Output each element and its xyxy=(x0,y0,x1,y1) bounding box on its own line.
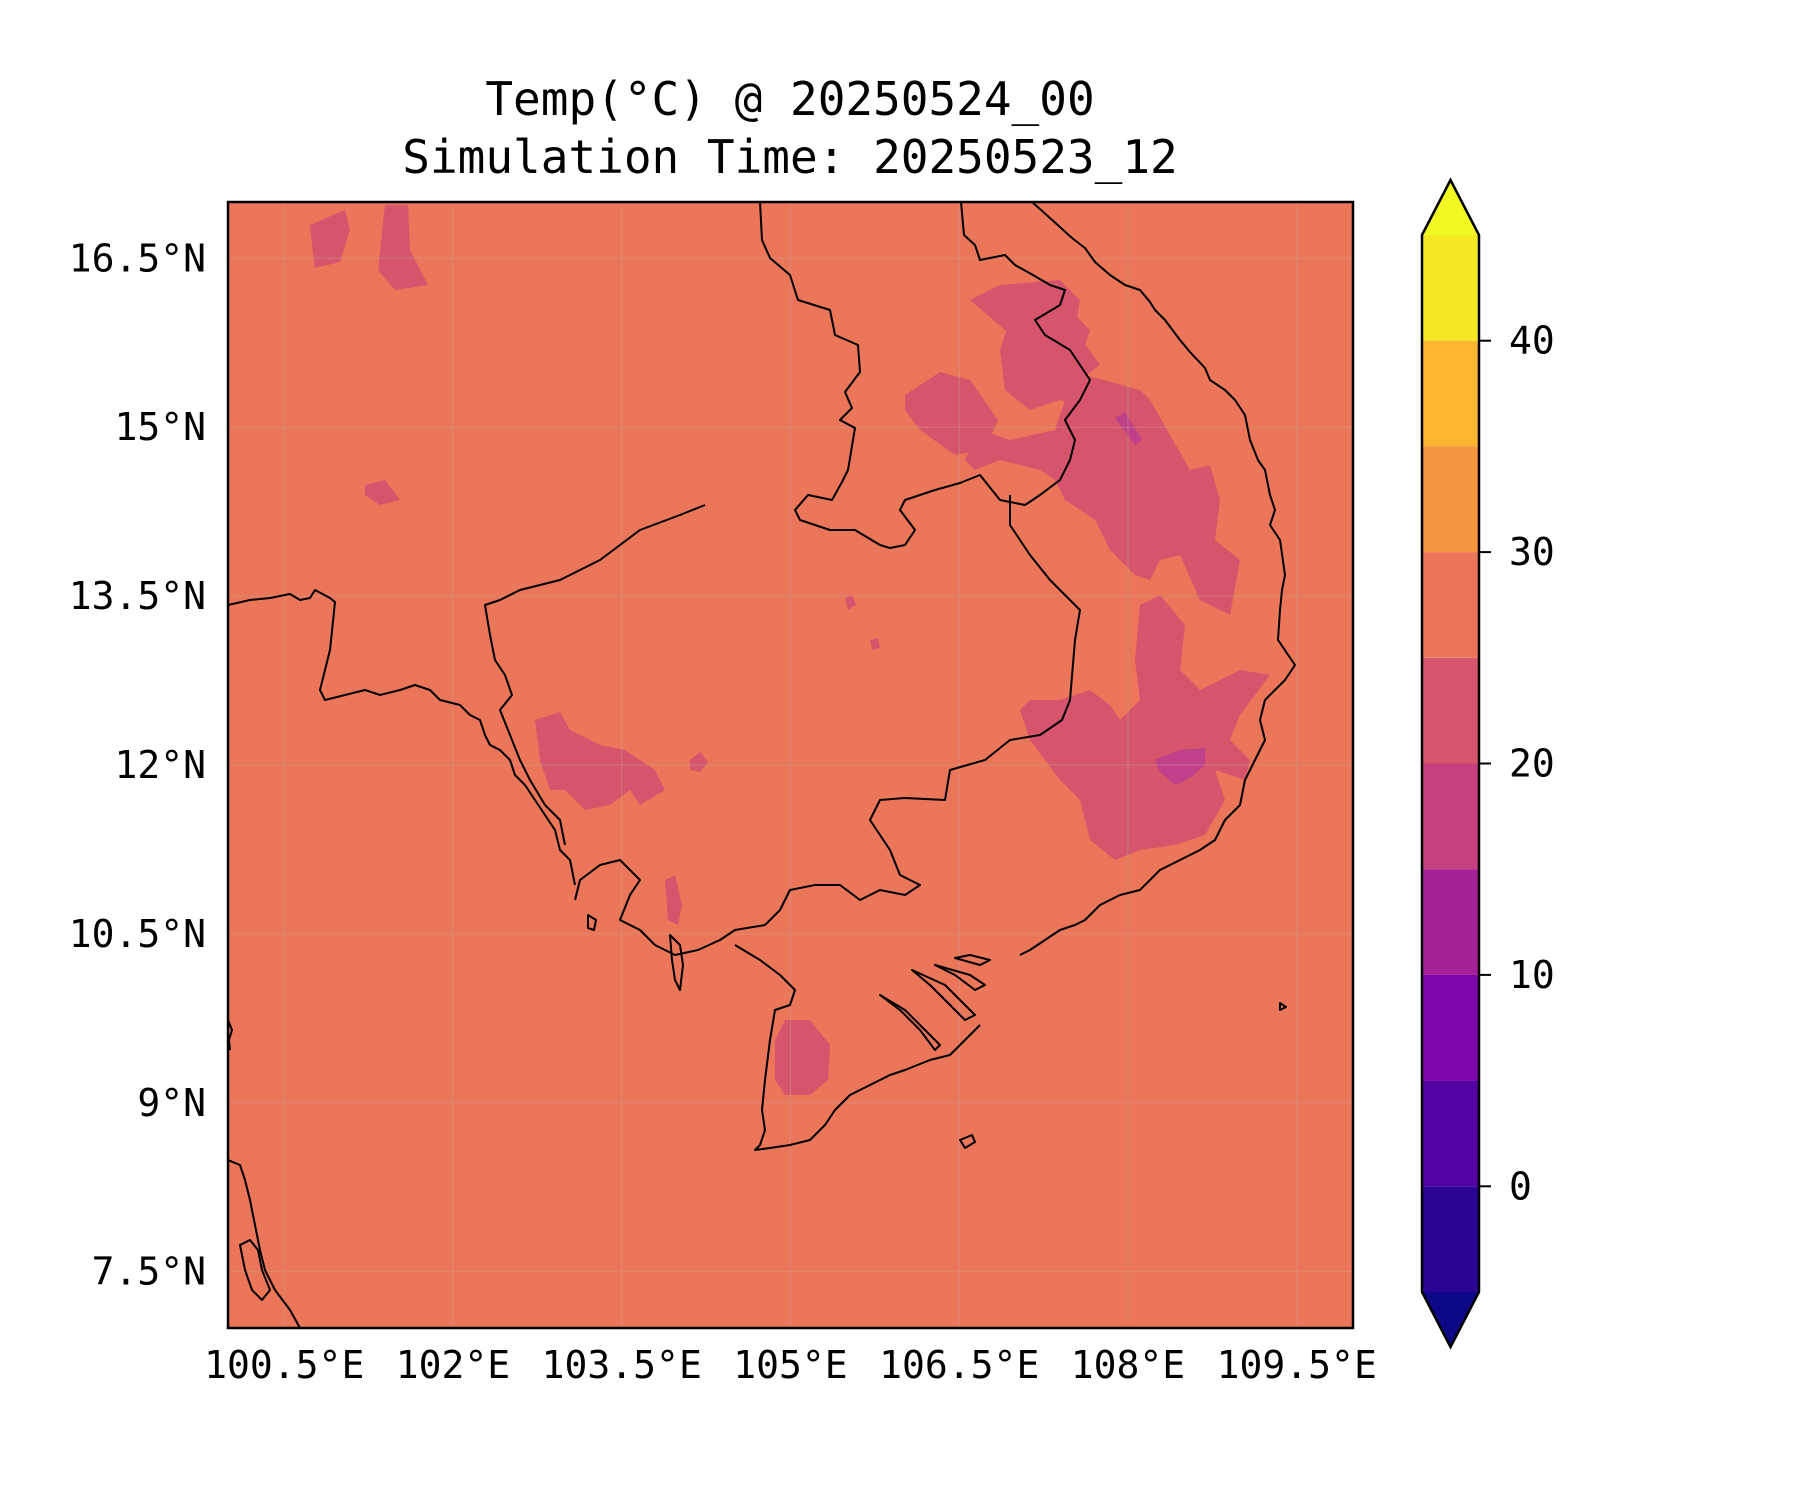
patch-ca-mau xyxy=(775,1020,830,1095)
cambodia-west-border xyxy=(484,504,706,846)
latitude-tick-label: 16.5°N xyxy=(69,236,206,280)
longitude-tick-label: 103.5°E xyxy=(542,1343,702,1387)
longitude-tick-label: 106.5°E xyxy=(879,1343,1039,1387)
colorbar-band xyxy=(1422,869,1479,975)
colorbar-extend-min xyxy=(1422,1292,1479,1347)
colorbar-tick-label: 40 xyxy=(1509,319,1555,363)
colorbar-tick-label: 0 xyxy=(1509,1164,1532,1208)
patch-cardamom xyxy=(535,712,665,810)
coastlines-and-borders xyxy=(228,202,1296,1328)
patch-central-highlands-south xyxy=(1020,595,1270,860)
colorbar-band xyxy=(1422,446,1479,553)
patch-cold-north xyxy=(1115,412,1142,445)
latitude-tick-label: 15°N xyxy=(114,405,206,449)
patch-laos-east-2 xyxy=(905,372,998,455)
patch-cardamom-small xyxy=(690,752,708,772)
latitude-tick-label: 9°N xyxy=(137,1081,206,1125)
colorbar-band xyxy=(1422,763,1479,870)
colorbar-band xyxy=(1422,1080,1479,1187)
longitude-axis: 100.5°E 102°E 103.5°E 105°E 106.5°E 108°E 109.… xyxy=(204,1343,1377,1387)
island-small-3 xyxy=(959,1134,976,1149)
patch-cold-south xyxy=(1155,748,1205,785)
latitude-tick-label: 7.5°N xyxy=(92,1250,206,1294)
longitude-tick-label: 108°E xyxy=(1071,1343,1185,1387)
island-koh-kong xyxy=(239,1239,271,1301)
colorbar-extend-max xyxy=(1422,180,1479,235)
map-title: Temp(°C) @ 20250524_00 xyxy=(485,72,1094,126)
map-gridlines xyxy=(228,202,1353,1328)
island-small-2 xyxy=(1279,1002,1287,1011)
temperature-colorbar: 0 10 20 30 40 xyxy=(1420,177,1555,1350)
mekong-mouth-4 xyxy=(954,954,991,966)
patch-west-small xyxy=(365,480,400,505)
island-small-1 xyxy=(587,914,597,931)
mekong-mouth-1 xyxy=(879,994,941,1051)
mekong-delta-coast xyxy=(734,944,981,1151)
colorbar-band xyxy=(1422,657,1479,764)
patch-laos-central xyxy=(1000,300,1090,410)
malay-peninsula-coast xyxy=(228,1159,301,1328)
colorbar-outline xyxy=(1420,177,1481,1350)
map-subtitle: Simulation Time: 20250523_12 xyxy=(402,130,1177,184)
map-panel xyxy=(228,202,1353,1328)
mekong-mouth-3 xyxy=(934,964,986,991)
longitude-tick-label: 109.5°E xyxy=(1217,1343,1377,1387)
patch-central-highlands-north xyxy=(965,375,1240,615)
patch-northwest-1 xyxy=(310,210,350,268)
cambodia-south-border xyxy=(574,495,1081,956)
map-frame xyxy=(226,200,1355,1330)
longitude-tick-label: 100.5°E xyxy=(204,1343,364,1387)
longitude-tick-label: 102°E xyxy=(396,1343,510,1387)
thailand-west-coast xyxy=(228,1019,233,1051)
patch-tiny-1 xyxy=(845,595,856,610)
latitude-tick-label: 13.5°N xyxy=(69,574,206,618)
patch-tiny-2 xyxy=(870,638,880,650)
colorbar-band xyxy=(1422,235,1479,341)
colorbar-tick-label: 30 xyxy=(1509,530,1555,574)
coldest-temperature-patches xyxy=(1115,412,1205,785)
longitude-tick-label: 105°E xyxy=(733,1343,847,1387)
patch-coast-small xyxy=(665,875,682,925)
thailand-gulf-coast-west xyxy=(228,589,576,886)
latitude-axis: 16.5°N 15°N 13.5°N 12°N 10.5°N 9°N 7.5°N xyxy=(69,236,206,1293)
colorbar-band xyxy=(1422,1186,1479,1292)
thailand-laos-border xyxy=(759,202,1091,549)
latitude-tick-label: 10.5°N xyxy=(69,912,206,956)
colorbar-tick-label: 20 xyxy=(1509,742,1555,786)
cool-temperature-patches xyxy=(310,205,1270,1095)
colorbar-band xyxy=(1422,552,1479,658)
colorbar-band xyxy=(1422,974,1479,1081)
vietnam-east-coast xyxy=(1019,202,1296,956)
island-phu-quoc xyxy=(669,934,684,991)
colorbar-tick-label: 10 xyxy=(1509,953,1555,997)
colorbar-band xyxy=(1422,340,1479,447)
mekong-mouth-2 xyxy=(911,969,976,1021)
patch-northwest-2 xyxy=(378,205,428,290)
latitude-tick-label: 12°N xyxy=(114,743,206,787)
